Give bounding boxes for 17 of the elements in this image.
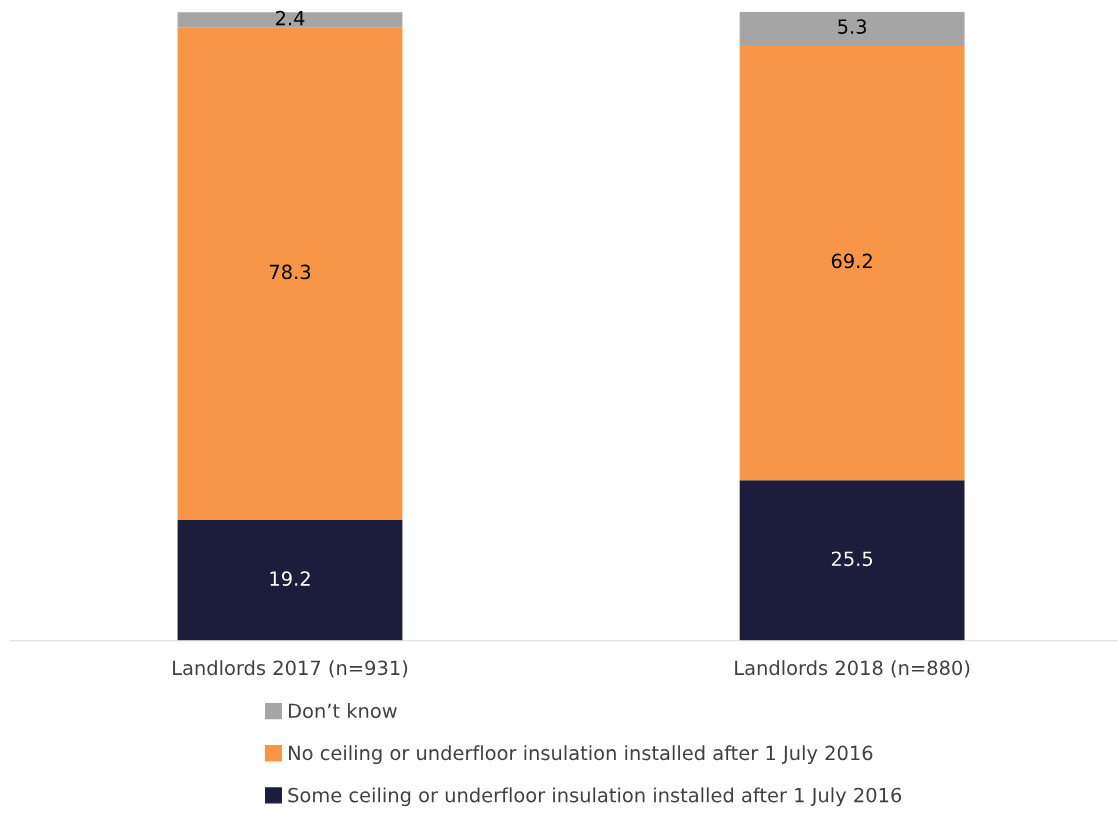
- legend-label: Some ceiling or underfloor insulation installed after 1 July 2016: [288, 787, 902, 807]
- x-tick-label: Landlords 2017 (n=931): [173, 660, 408, 678]
- bar: [177, 27, 403, 520]
- legend-label: Don’t know: [288, 703, 397, 719]
- data-label: 5.3: [838, 19, 867, 34]
- legend-label: No ceiling or underfloor insulation installed after 1 July 2016: [288, 745, 873, 765]
- bar: [739, 44, 965, 481]
- bar: [739, 480, 965, 641]
- data-label: 2.4: [275, 10, 305, 26]
- x-tick-label: Landlords 2018 (n=880): [735, 660, 970, 678]
- bar: [739, 11, 965, 45]
- bar: [177, 12, 403, 28]
- data-label: 19.2: [270, 571, 310, 586]
- bar: [177, 519, 403, 641]
- data-label: 25.5: [831, 551, 873, 567]
- data-label: 69.2: [831, 253, 872, 269]
- data-label: 78.3: [269, 264, 311, 280]
